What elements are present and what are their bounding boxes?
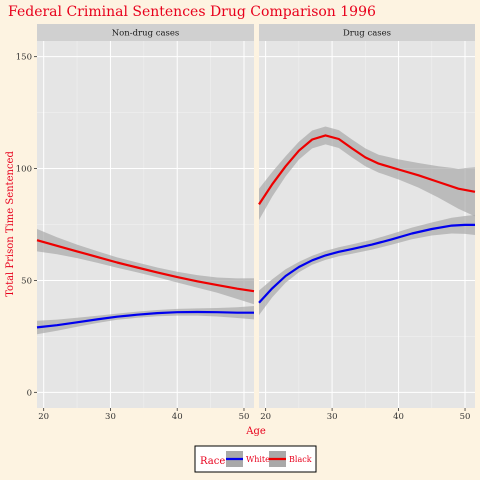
y-tick-label: 100	[16, 165, 32, 175]
series-line-white	[36, 310, 254, 329]
legend-entry-black: Black	[269, 451, 312, 467]
x-tick-label: 20	[38, 412, 49, 422]
legend-entries: White Black	[226, 451, 312, 467]
facet-panel: Non-drug cases 20 30 40 50	[36, 24, 255, 422]
facet-strip-label: Non-drug cases	[112, 29, 180, 39]
facet-strip-label: Drug cases	[343, 29, 391, 39]
legend-title: Race	[200, 456, 225, 467]
x-axis-title: Age	[245, 426, 266, 437]
legend-label: Black	[289, 455, 312, 464]
y-tick-label: 50	[21, 276, 32, 286]
series-line-white	[258, 223, 475, 304]
y-axis-title: Total Prison Time Sentenced	[5, 151, 16, 297]
confidence-band-black	[259, 126, 475, 220]
chart-title: Federal Criminal Sentences Drug Comparis…	[8, 4, 376, 20]
facet-panels: Non-drug cases 20 30 40 50 Drug cases 20 30 40 50	[36, 24, 476, 422]
x-tick-label: 50	[239, 412, 250, 422]
series-line-black	[36, 239, 255, 293]
facet-strip	[259, 24, 475, 41]
x-tick-label: 20	[260, 412, 271, 422]
facet-panel: Drug cases 20 30 40 50	[258, 24, 476, 422]
x-tick-label: 30	[105, 412, 116, 422]
x-tick-label: 30	[327, 412, 338, 422]
legend: Race White Black	[194, 445, 317, 473]
x-tick-label: 50	[460, 412, 471, 422]
x-tick-label: 40	[172, 412, 183, 422]
legend-box	[194, 445, 317, 473]
y-axis: 0 50 100 150	[16, 53, 37, 398]
x-tick-label: 40	[393, 412, 404, 422]
facet-strip	[37, 24, 254, 41]
series-line-black	[258, 134, 476, 206]
legend-entry-white: White	[226, 451, 270, 467]
confidence-band-black	[37, 229, 254, 305]
legend-label: White	[246, 455, 270, 464]
y-tick-label: 150	[16, 53, 32, 63]
y-tick-label: 0	[27, 388, 32, 398]
